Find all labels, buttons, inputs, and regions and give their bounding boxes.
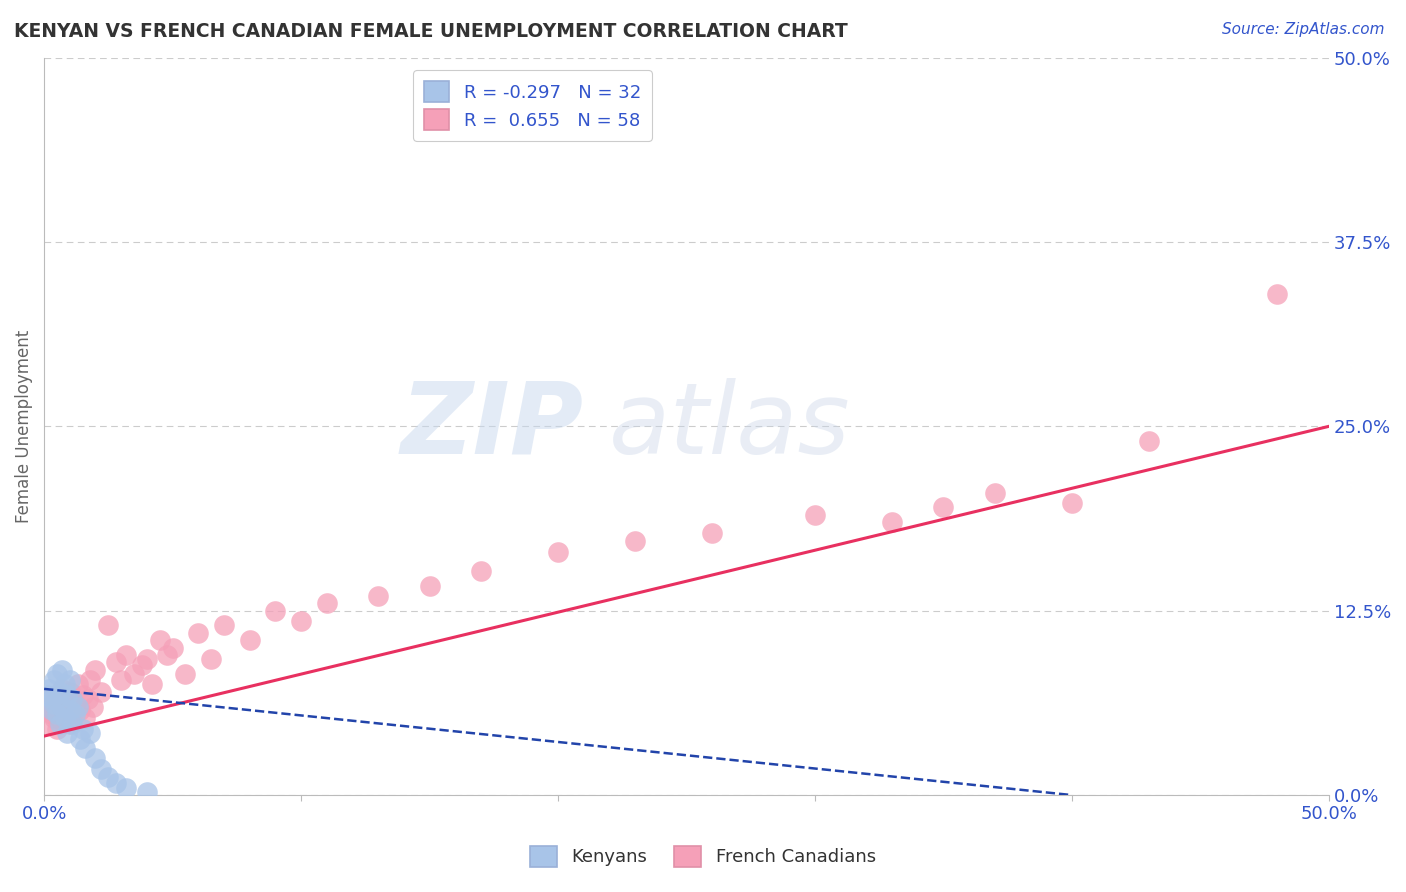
Point <box>700 525 723 540</box>
Point <box>264 604 287 618</box>
Legend: Kenyans, French Canadians: Kenyans, French Canadians <box>523 838 883 874</box>
Point <box>75 711 97 725</box>
Point <box>315 596 337 610</box>
Point <box>59 702 82 716</box>
Point <box>110 673 132 687</box>
Point <box>53 702 76 716</box>
Point <box>41 702 63 716</box>
Point <box>122 667 145 681</box>
Point <box>84 663 107 677</box>
Point <box>90 762 112 776</box>
Point <box>141 677 163 691</box>
Point <box>63 706 86 721</box>
Point <box>84 751 107 765</box>
Legend: R = -0.297   N = 32, R =  0.655   N = 58: R = -0.297 N = 32, R = 0.655 N = 58 <box>413 70 651 141</box>
Point <box>135 785 157 799</box>
Point <box>46 722 69 736</box>
Point <box>156 648 179 662</box>
Point <box>1137 434 1160 449</box>
Point <box>63 697 86 711</box>
Point <box>418 579 440 593</box>
Point <box>135 652 157 666</box>
Point <box>66 699 89 714</box>
Point <box>932 500 955 515</box>
Point <box>41 706 63 721</box>
Point <box>60 706 83 721</box>
Point <box>162 640 184 655</box>
Point <box>212 618 235 632</box>
Point <box>105 776 128 790</box>
Point <box>59 673 82 687</box>
Point <box>79 673 101 687</box>
Point <box>984 485 1007 500</box>
Point <box>44 711 66 725</box>
Point <box>44 673 66 687</box>
Point <box>56 726 79 740</box>
Point <box>38 717 60 731</box>
Point <box>1060 496 1083 510</box>
Point <box>1267 286 1289 301</box>
Point <box>46 667 69 681</box>
Point <box>41 697 63 711</box>
Point <box>46 688 69 702</box>
Point <box>624 534 647 549</box>
Text: Source: ZipAtlas.com: Source: ZipAtlas.com <box>1222 22 1385 37</box>
Point <box>46 706 69 721</box>
Point <box>51 699 73 714</box>
Point <box>90 685 112 699</box>
Point <box>290 614 312 628</box>
Point <box>59 685 82 699</box>
Point <box>56 692 79 706</box>
Point <box>470 564 492 578</box>
Point <box>174 667 197 681</box>
Point <box>804 508 827 522</box>
Point <box>69 732 91 747</box>
Text: ZIP: ZIP <box>401 378 583 475</box>
Point <box>547 545 569 559</box>
Point <box>149 633 172 648</box>
Point <box>367 589 389 603</box>
Y-axis label: Female Unemployment: Female Unemployment <box>15 330 32 523</box>
Point <box>48 685 70 699</box>
Point <box>60 692 83 706</box>
Point <box>75 740 97 755</box>
Point <box>131 658 153 673</box>
Point <box>44 697 66 711</box>
Point <box>60 717 83 731</box>
Point <box>880 515 903 529</box>
Point <box>79 726 101 740</box>
Text: KENYAN VS FRENCH CANADIAN FEMALE UNEMPLOYMENT CORRELATION CHART: KENYAN VS FRENCH CANADIAN FEMALE UNEMPLO… <box>14 22 848 41</box>
Point <box>200 652 222 666</box>
Point <box>48 717 70 731</box>
Point <box>66 677 89 691</box>
Point <box>51 681 73 696</box>
Point <box>35 692 58 706</box>
Point <box>187 625 209 640</box>
Point <box>59 717 82 731</box>
Point <box>41 692 63 706</box>
Text: atlas: atlas <box>609 378 851 475</box>
Point <box>97 770 120 784</box>
Point <box>76 692 98 706</box>
Point <box>72 688 94 702</box>
Point <box>35 688 58 702</box>
Point <box>56 688 79 702</box>
Point <box>51 663 73 677</box>
Point <box>69 702 91 716</box>
Point <box>51 714 73 729</box>
Point <box>38 681 60 696</box>
Point <box>38 702 60 716</box>
Point <box>115 648 138 662</box>
Point <box>239 633 262 648</box>
Point <box>72 722 94 736</box>
Point <box>115 780 138 795</box>
Point <box>97 618 120 632</box>
Point <box>48 699 70 714</box>
Point <box>53 711 76 725</box>
Point <box>105 656 128 670</box>
Point <box>53 677 76 691</box>
Point <box>82 699 104 714</box>
